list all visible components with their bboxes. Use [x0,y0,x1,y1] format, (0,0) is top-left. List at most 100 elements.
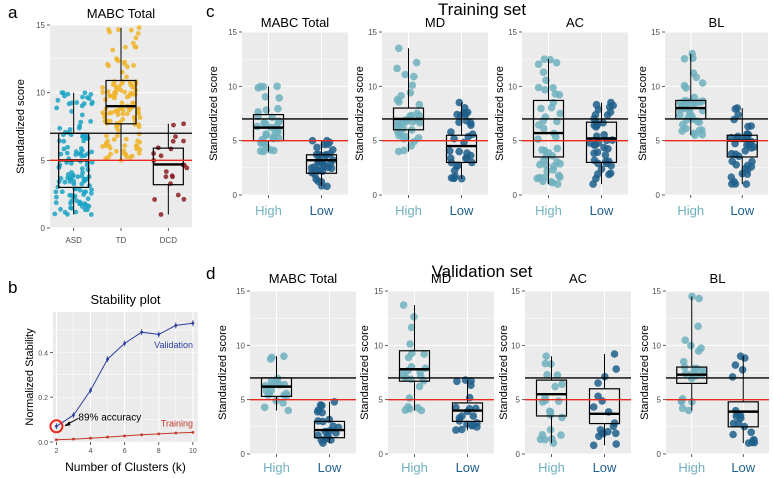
data-point-high [256,147,265,155]
data-point-high [682,84,690,92]
data-point-high [284,406,293,415]
data-point-low [592,174,600,183]
data-point-dcd [181,196,187,202]
box-high [676,296,708,411]
data-point-asd [85,196,91,202]
data-point-low [731,150,740,159]
data-point-low [450,174,458,182]
data-point-low [589,403,598,411]
y-tick-label: 10 [368,82,377,91]
data-point-low [320,435,329,444]
data-point-dcd [171,122,176,128]
data-point-dcd [168,146,174,152]
box-low [727,356,759,444]
data-point-high [275,94,284,102]
data-point [106,357,109,361]
y-tick-label: 0.2 [38,395,48,402]
data-point-high [401,406,410,415]
data-point-high [400,134,408,143]
x-tick-label: ASD [65,236,82,245]
data-point-low [612,440,620,448]
data-point-high [400,146,408,155]
data-point-low [469,412,478,420]
y-axis-label: Standardized score [359,325,371,420]
data-point-low [729,430,737,439]
data-point-high [543,370,551,379]
x-tick-label: High [263,460,290,475]
box-iqr [445,134,478,164]
y-axis-label: Standardized score [494,66,506,161]
data-point-low [468,421,476,430]
data-point-asd [86,96,92,101]
data-point-td [116,27,121,33]
x-tick-label: High [538,460,565,475]
data-point-dcd [184,165,190,171]
data-point-low [605,170,613,179]
data-point-low [311,170,319,179]
chart-d1: 0 5 10 15 High Low MABC Total Standardized scor… [217,271,356,475]
data-point-high [541,113,550,121]
data-point-dcd [175,192,181,198]
chart-title: MD [425,15,445,30]
x-tick-label: 6 [123,448,127,455]
data-point-low [447,128,455,136]
data-point-td [126,107,132,113]
data-point-td [100,85,105,90]
chart-a: 0 5 10 15 ASD TD DCD MABC Total Standardized sco… [15,6,192,245]
x-tick-label: High [535,203,562,218]
data-point-asd [53,189,59,195]
data-point-low [452,426,460,434]
box-iqr [532,99,565,158]
x-tick-label: 4 [89,448,93,455]
data-point-high [541,86,549,94]
data-point-asd [67,175,73,181]
y-tick-label: 0 [513,191,518,200]
data-point-low [327,164,336,173]
data-points [536,350,620,450]
data-point-td [133,35,139,41]
data-point-td [122,59,127,65]
x-tick-label: DCD [160,236,178,245]
box-iqr [451,402,484,422]
data-point-td [124,74,129,80]
data-point-high [405,394,414,402]
data-point-high [407,323,416,332]
y-axis-label: Standardized score [217,325,229,420]
data-point-td [122,143,128,149]
data-point-high [280,352,288,361]
data-point-high [552,58,561,67]
data-point-low [729,419,738,428]
data-point [72,413,75,417]
data-point-td [119,100,125,106]
data-point-low [750,436,758,444]
data-point-td [137,147,143,152]
chart-c1: 0 5 10 15 High Low MABC Total Standardized scor… [208,15,348,218]
chart-c3: 0 5 10 15 High Low AC Standardized score [494,15,628,218]
data-point-high [695,294,703,303]
y-tick-label: 15 [508,28,517,37]
data-point-high [406,88,415,97]
data-point-high [558,380,566,389]
data-point-high [539,68,548,76]
chart-title: MABC Total [87,6,156,21]
box-high [532,59,565,185]
data-point-low [307,164,316,172]
x-tick-label: 10 [189,448,197,455]
data-point-low [594,392,602,401]
x-tick-label: High [678,460,705,475]
data-point-high [395,44,403,53]
data-point-high [544,149,553,157]
data-point-low [591,140,600,149]
data-point-high [689,129,698,138]
y-tick-label: 15 [652,287,661,296]
data-point-low [728,157,736,166]
data-point-asd [58,151,64,157]
data-point-td [110,47,116,53]
data-point-asd [75,174,81,180]
box-iqr [105,79,137,125]
data-point-td [136,150,142,156]
y-tick-label: 15 [236,287,245,296]
data-point-high [534,135,542,143]
y-axis-label: Normalized Stability [24,328,36,426]
box-td [105,27,137,161]
